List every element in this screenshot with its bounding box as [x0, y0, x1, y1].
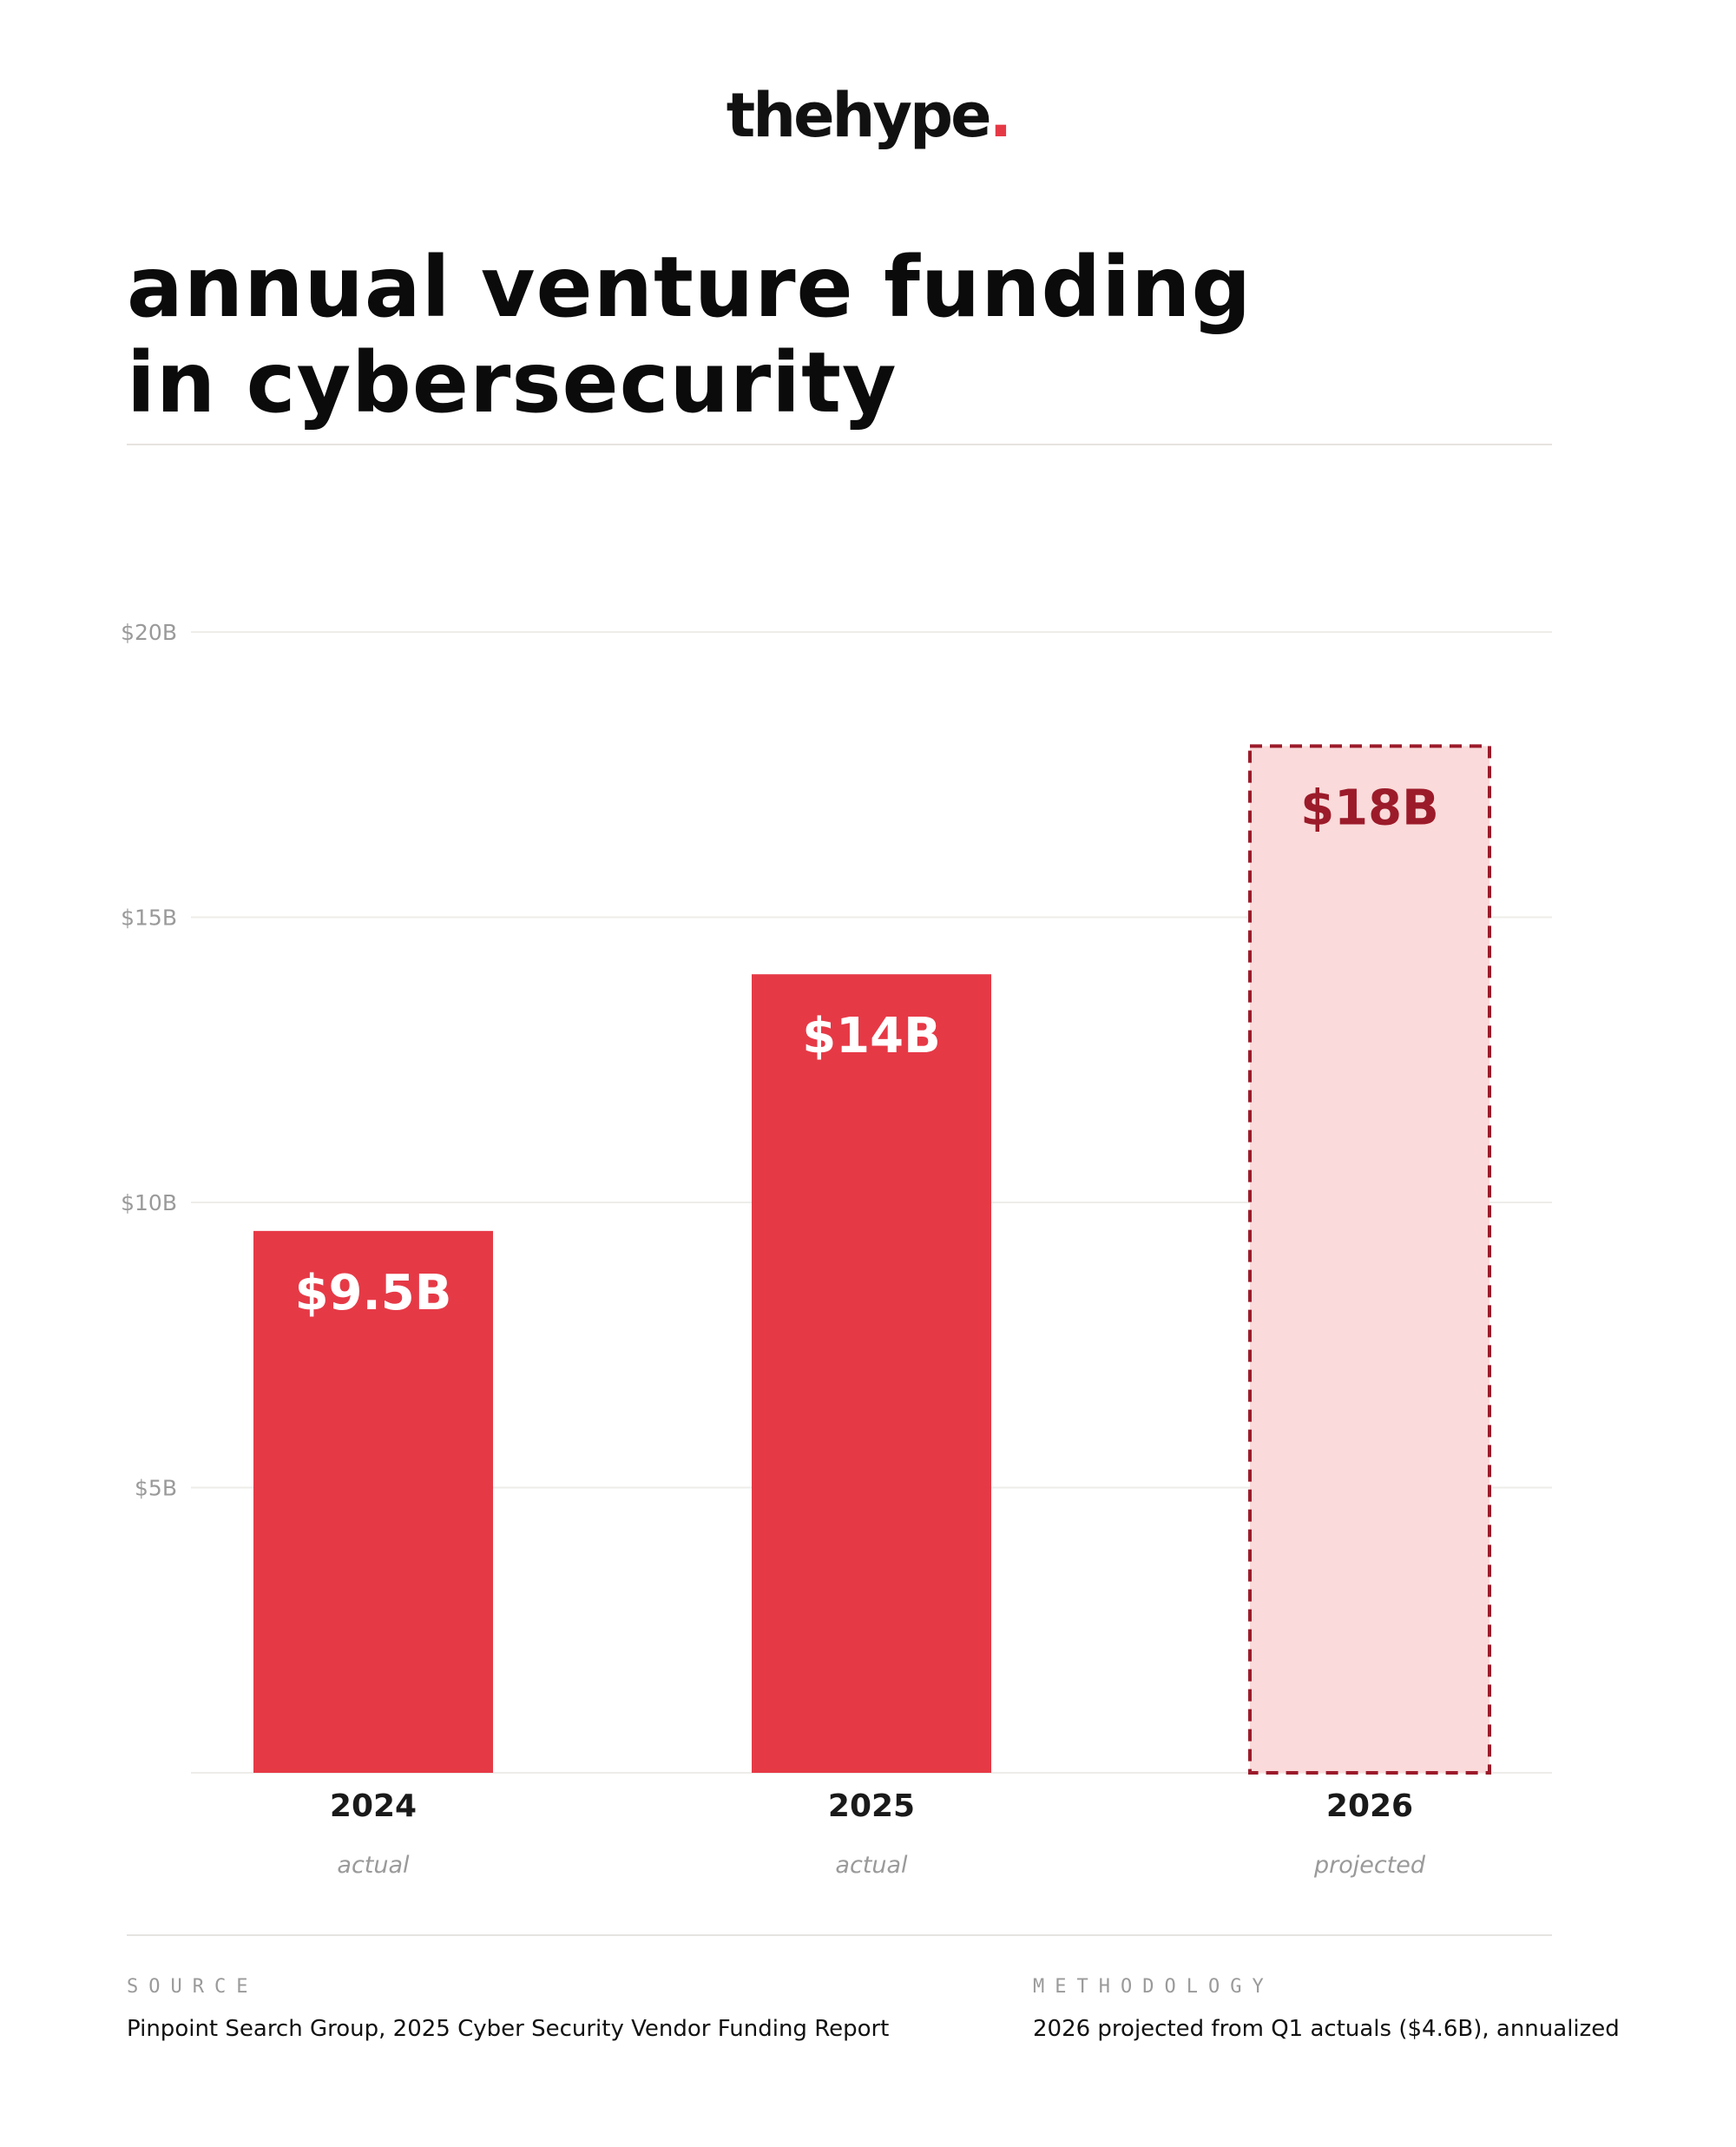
chart-title-line-2: in cybersecurity — [127, 334, 898, 431]
chart-title: annual venture funding in cybersecurity — [127, 240, 1429, 431]
bar — [253, 1230, 493, 1773]
x-tick-sublabel: projected — [1313, 1852, 1426, 1879]
y-tick-label: $5B — [135, 1476, 177, 1501]
x-tick-label: 2026 — [1326, 1788, 1413, 1824]
brand-logo: thehype. — [0, 80, 1736, 151]
methodology-text: 2026 projected from Q1 actuals ($4.6B), … — [1033, 2016, 1620, 2042]
footer-divider — [127, 1934, 1552, 1936]
y-tick-label: $20B — [121, 620, 177, 645]
y-tick-label: $10B — [121, 1190, 177, 1215]
bar-projected — [1248, 744, 1491, 1775]
bar-chart: $5B $10B $15B $20B $9.5B 2024 actual $14B 2025 ac… — [121, 620, 1552, 1879]
source-text: Pinpoint Search Group, 2025 Cyber Securi… — [127, 2016, 890, 2042]
brand-name: thehype — [726, 80, 992, 151]
chart-title-line-1: annual venture funding — [127, 239, 1253, 336]
title-divider — [127, 444, 1552, 445]
brand-dot: . — [989, 80, 1013, 151]
source-label: SOURCE — [127, 1976, 259, 1998]
x-tick-label: 2025 — [828, 1788, 915, 1824]
x-tick-label: 2024 — [330, 1788, 417, 1824]
y-tick-label: $15B — [121, 906, 177, 931]
methodology-label: METHODOLOGY — [1033, 1976, 1274, 1998]
x-tick-sublabel: actual — [835, 1852, 908, 1879]
bar-value-label: $9.5B — [295, 1265, 452, 1321]
bar-value-label: $14B — [802, 1008, 941, 1064]
bar-value-label: $18B — [1300, 780, 1439, 836]
bar — [752, 974, 991, 1773]
x-tick-sublabel: actual — [337, 1852, 410, 1879]
